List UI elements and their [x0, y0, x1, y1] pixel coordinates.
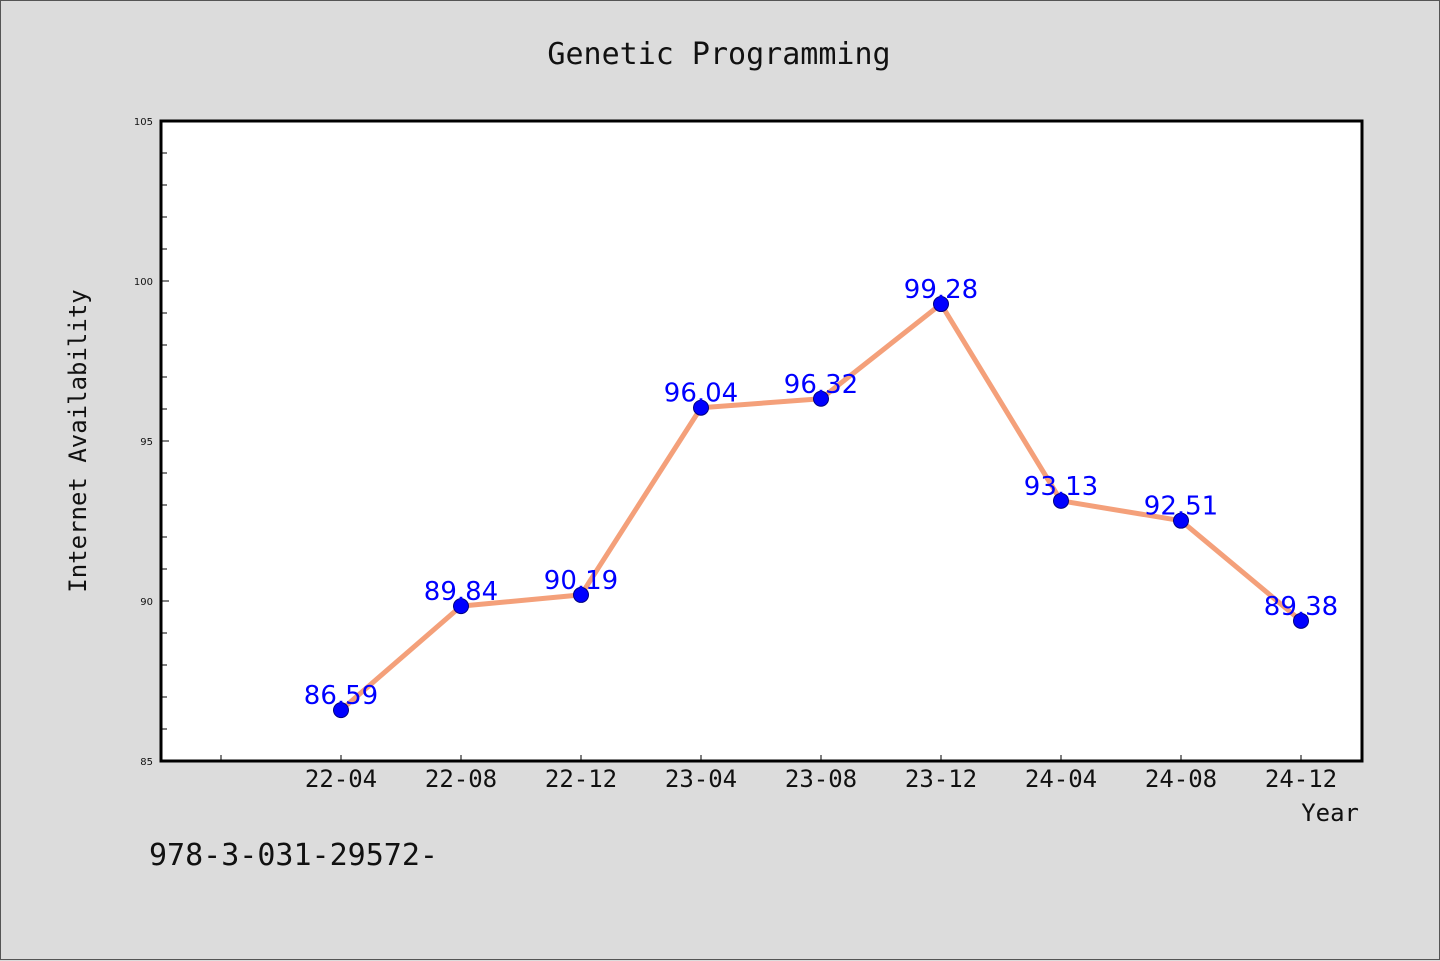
data-point	[1293, 612, 1309, 629]
data-label: 93.13	[1024, 472, 1098, 502]
x-tick-label: 23-08	[785, 765, 857, 793]
data-label: 90.19	[544, 566, 618, 596]
data-point	[573, 586, 589, 603]
data-label: 89.84	[424, 577, 498, 607]
y-tick-label: 105	[134, 117, 153, 128]
data-label: 89.38	[1264, 592, 1338, 622]
chart-title: Genetic Programming	[547, 37, 890, 72]
x-axis: 22-04 22-08 22-12 23-04 23-08 23-12 24-04 24-08…	[220, 755, 1337, 793]
y-tick-label: 95	[140, 437, 153, 448]
x-tick-label: 24-08	[1145, 765, 1217, 793]
data-label: 99.28	[904, 275, 978, 305]
y-axis-label: Internet Availability	[64, 289, 92, 592]
x-tick-label: 22-08	[425, 765, 497, 793]
x-tick-label: 22-04	[305, 765, 377, 793]
data-label-layer: 86.59 89.84 90.19 96.04 96.32 99.28 93.13 92.51…	[304, 275, 1338, 711]
data-label: 92.51	[1144, 492, 1218, 522]
y-tick-label: 85	[140, 757, 153, 768]
y-tick-label: 90	[140, 597, 153, 608]
plot-area	[159, 119, 1364, 763]
x-tick-label: 22-12	[545, 765, 617, 793]
x-tick-label: 24-12	[1265, 765, 1337, 793]
data-point	[1173, 512, 1189, 529]
footnote-text: 978-3-031-29572-	[149, 838, 438, 873]
x-axis-label: Year	[1301, 799, 1359, 827]
data-point	[813, 390, 829, 407]
data-point	[933, 296, 949, 313]
x-tick-label: 23-04	[665, 765, 737, 793]
x-tick-label: 24-04	[1025, 765, 1097, 793]
data-point	[453, 598, 469, 615]
series-layer	[333, 296, 1309, 719]
y-tick-label: 100	[134, 277, 153, 288]
data-point	[1053, 492, 1069, 509]
x-tick-label: 23-12	[905, 765, 977, 793]
data-point	[333, 702, 349, 719]
y-axis: 85 90 95 100 105	[134, 117, 169, 768]
data-point	[693, 399, 709, 416]
data-label: 96.32	[784, 370, 858, 400]
data-label: 86.59	[304, 681, 378, 711]
data-label: 96.04	[664, 379, 738, 409]
